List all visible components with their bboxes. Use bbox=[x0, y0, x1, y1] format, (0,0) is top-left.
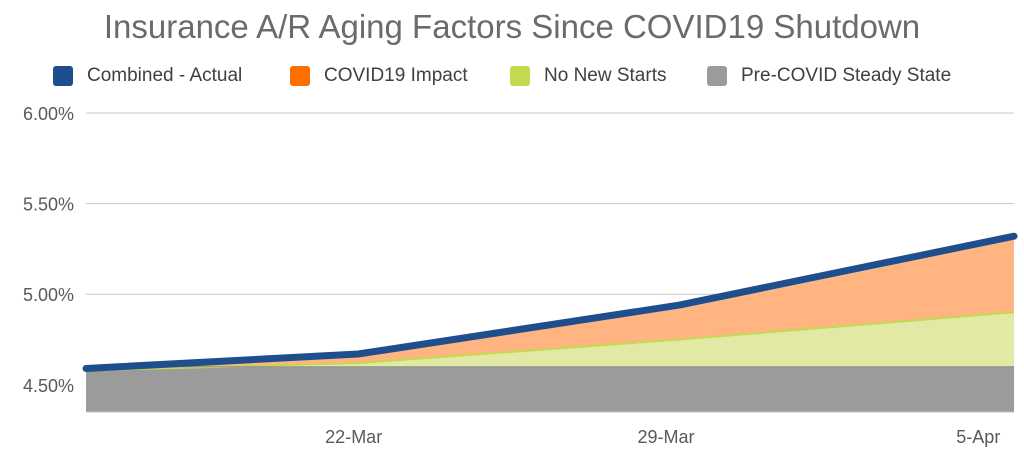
x-tick-label: 22-Mar bbox=[325, 427, 382, 447]
y-tick-label: 5.00% bbox=[23, 285, 74, 305]
x-tick-label: 5-Apr bbox=[956, 427, 1000, 447]
legend-item-combined-actual: Combined - Actual bbox=[53, 64, 242, 88]
legend-swatch-pre-covid-steady-state bbox=[707, 66, 727, 86]
legend-item-pre-covid-steady-state: Pre-COVID Steady State bbox=[707, 64, 951, 88]
pre-covid-steady-state-area bbox=[86, 366, 1014, 412]
legend-label-combined-actual: Combined - Actual bbox=[87, 65, 243, 86]
legend-item-covid19-impact: COVID19 Impact bbox=[290, 64, 468, 88]
legend-label-pre-covid-steady-state: Pre-COVID Steady State bbox=[741, 65, 952, 86]
x-tick-label: 29-Mar bbox=[637, 427, 694, 447]
y-tick-label: 6.00% bbox=[23, 104, 74, 124]
legend-swatch-combined-actual bbox=[53, 66, 73, 86]
legend-swatch-covid19-impact bbox=[290, 66, 310, 86]
y-tick-label: 4.50% bbox=[23, 376, 74, 396]
legend-swatch-no-new-starts bbox=[510, 66, 530, 86]
combined-actual-line bbox=[82, 232, 1018, 372]
y-tick-label: 5.50% bbox=[23, 195, 74, 215]
legend-item-no-new-starts: No New Starts bbox=[510, 64, 666, 88]
legend-label-no-new-starts: No New Starts bbox=[544, 65, 667, 86]
legend: Combined - Actual COVID19 Impact No New … bbox=[0, 64, 1024, 88]
chart-title: Insurance A/R Aging Factors Since COVID1… bbox=[103, 8, 921, 45]
legend-label-covid19-impact: COVID19 Impact bbox=[324, 65, 468, 86]
